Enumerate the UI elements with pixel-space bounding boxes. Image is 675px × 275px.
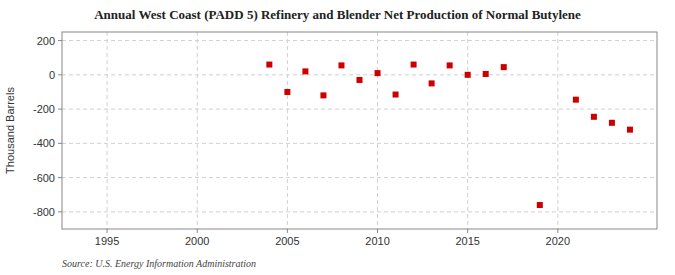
grid-line-x [467,32,468,229]
point [465,72,471,78]
point [627,127,633,133]
grid-line-y [62,211,657,212]
point [266,62,272,68]
grid-line-x [107,32,108,229]
source-note: Source: U.S. Energy Information Administ… [62,258,256,269]
point [537,202,543,208]
y-axis-label: Thousand Barrels [4,87,16,174]
point [501,64,507,70]
y-tick-label: -600 [33,172,55,184]
point [338,62,344,68]
axes: 199520002005201020152020-800-600-400-200… [33,35,570,247]
chart: 199520002005201020152020-800-600-400-200… [0,0,675,275]
point [393,92,399,98]
grid-line-x [557,32,558,229]
point [411,62,417,68]
point [284,89,290,95]
grid-line-x [197,32,198,229]
x-tick [557,229,558,233]
x-tick [287,229,288,233]
points [266,62,633,208]
y-tick [58,177,62,178]
x-tick-label: 2020 [546,235,570,247]
y-tick [58,109,62,110]
x-tick-label: 2010 [365,235,389,247]
title: Annual West Coast (PADD 5) Refinery and … [94,7,581,22]
grid-line-y [62,177,657,178]
point [447,62,453,68]
point [483,71,489,77]
x-tick-label: 2015 [455,235,479,247]
x-tick-label: 1995 [95,235,119,247]
point [429,80,435,86]
point [573,97,579,103]
y-tick-label: -200 [33,103,55,115]
x-tick [197,229,198,233]
point [375,70,381,76]
y-tick [58,40,62,41]
grid-line-x [377,32,378,229]
y-tick-label: -800 [33,206,55,218]
x-tick-label: 2000 [185,235,209,247]
x-tick [467,229,468,233]
background [0,0,675,275]
grid-line-y [62,109,657,110]
grid-line-y [62,143,657,144]
x-tick [377,229,378,233]
x-tick [107,229,108,233]
y-tick-label: -400 [33,137,55,149]
x-tick-label: 2005 [275,235,299,247]
y-tick [58,211,62,212]
chart-container: 199520002005201020152020-800-600-400-200… [0,0,675,275]
grid-line-y [62,74,657,75]
y-tick [58,74,62,75]
point [320,92,326,98]
point [591,114,597,120]
point [302,68,308,74]
y-tick-label: 200 [37,35,55,47]
grid-line-y [62,40,657,41]
point [357,77,363,83]
point [609,120,615,126]
grid-line-x [287,32,288,229]
plot-frame [62,32,657,229]
grid [62,32,657,229]
y-tick [58,143,62,144]
y-tick-label: 0 [49,69,55,81]
